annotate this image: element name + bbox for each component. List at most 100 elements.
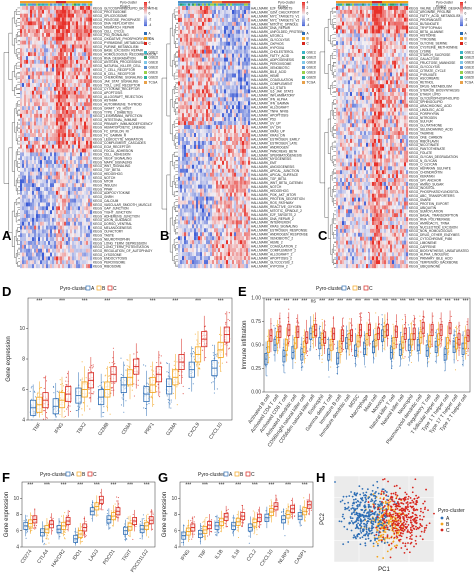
jitter-point — [359, 316, 361, 318]
jitter-point — [454, 330, 456, 332]
scatter-point-A — [387, 495, 390, 498]
jitter-point — [419, 315, 421, 317]
scatter-point-A — [341, 515, 344, 518]
scatter-point-C — [391, 498, 394, 501]
jitter-point — [116, 496, 118, 498]
scatter-point-C — [382, 519, 385, 522]
row-label: KEGG_PROTEASOME — [93, 10, 126, 14]
jitter-point — [429, 352, 432, 354]
scatter-point-A — [356, 514, 359, 517]
scatter-point-A — [374, 538, 376, 540]
scale-tick: 2 — [465, 6, 467, 10]
scatter-point-C — [424, 506, 427, 509]
row-label: KEGG_RETINOL — [409, 81, 434, 85]
jitter-point — [414, 324, 416, 326]
scatter-point-C — [419, 522, 422, 525]
project-key: TCGA — [307, 81, 317, 85]
scatter-point-A — [374, 497, 377, 500]
scatter-point-C — [415, 499, 418, 502]
jitter-point — [127, 359, 129, 361]
jitter-point — [34, 391, 36, 393]
row-label: KEGG_CITRATE_CYCLE — [409, 69, 446, 73]
jitter-point — [156, 391, 158, 393]
jitter-point — [124, 525, 126, 527]
jitter-point — [268, 505, 271, 507]
x-tick-label: NLRP3 — [277, 549, 291, 566]
scatter-point-C — [385, 510, 388, 513]
scatter-point-A — [363, 515, 365, 518]
jitter-point — [267, 354, 269, 356]
scatter-point-C — [408, 516, 411, 519]
scatter-point-C — [406, 530, 409, 533]
scatter-point-C — [422, 515, 425, 518]
scatter-point-A — [374, 521, 377, 524]
jitter-point — [45, 543, 47, 545]
row-label: KEGG_GLYCINE_SERINE — [409, 42, 447, 46]
scatter-point-C — [419, 518, 421, 521]
jitter-point — [132, 513, 134, 516]
jitter-point — [55, 416, 58, 418]
scatter-point-A — [341, 499, 344, 502]
row-label: HALLMARK_CHOLESTEROL — [251, 50, 294, 54]
scatter-point-A — [375, 531, 378, 534]
scatter-point-A — [355, 501, 358, 504]
scatter-point-C — [400, 498, 403, 501]
significance-label: *** — [82, 299, 88, 305]
jitter-point — [193, 516, 196, 518]
jitter-point — [65, 526, 67, 528]
jitter-point — [315, 348, 317, 351]
jitter-point — [450, 315, 452, 317]
scatter-point-C — [403, 528, 406, 531]
jitter-point — [91, 371, 93, 373]
jitter-point — [193, 356, 195, 358]
jitter-point — [308, 513, 310, 515]
legend-swatch-C — [107, 285, 113, 291]
scatter-point-C — [396, 494, 399, 497]
jitter-point — [127, 521, 129, 523]
scatter-point-C — [415, 508, 418, 511]
scatter-point-B — [380, 534, 383, 537]
row-label: HALLMARK_UV_DN — [251, 125, 281, 129]
scatter-point-A — [356, 517, 358, 520]
jitter-point — [94, 514, 96, 516]
jitter-point — [33, 524, 35, 526]
jitter-point — [374, 327, 376, 329]
scatter-point-A — [368, 532, 371, 535]
scatter-point-C — [417, 496, 420, 499]
x-tick-label: GZMA — [165, 421, 179, 437]
scatter-point-C — [400, 547, 403, 549]
jitter-point — [176, 404, 178, 406]
scatter-point-C — [403, 519, 406, 522]
scatter-point-A — [359, 513, 362, 516]
jitter-point — [269, 516, 271, 519]
significance-label: *** — [219, 483, 225, 489]
scatter-point-A — [389, 525, 392, 527]
jitter-point — [265, 510, 267, 512]
scatter-point-C — [404, 498, 407, 501]
jitter-point — [367, 348, 369, 350]
jitter-point — [309, 350, 311, 352]
scatter-point-A — [379, 505, 381, 507]
row-label: KEGG_GLYCOLYSIS — [409, 65, 440, 69]
jitter-point — [143, 518, 145, 520]
scatter-point-A — [371, 499, 374, 502]
jitter-point — [219, 333, 221, 336]
jitter-point — [421, 320, 423, 322]
jitter-point — [26, 515, 28, 517]
jitter-point — [93, 391, 95, 393]
jitter-point — [225, 321, 227, 323]
scatter-point-A — [374, 519, 377, 522]
scatter-point-C — [423, 529, 426, 532]
scatter-point-C — [413, 545, 415, 548]
row-label: KEGG_REGULATION_OF_AUTOPHAGY — [93, 249, 153, 253]
scatter-point-A — [364, 505, 367, 508]
jitter-point — [179, 382, 181, 384]
jitter-point — [364, 366, 366, 368]
jitter-point — [86, 405, 88, 407]
scatter-point-C — [405, 536, 408, 539]
row-label: HALLMARK_SPERMATOGENESIS — [251, 153, 302, 157]
row-label: KEGG_STEROID_BIOSYNTHESIS — [409, 88, 459, 92]
row-label: KEGG_ARACHIDONIC_ACID — [409, 104, 452, 108]
scatter-point-C — [379, 527, 382, 530]
